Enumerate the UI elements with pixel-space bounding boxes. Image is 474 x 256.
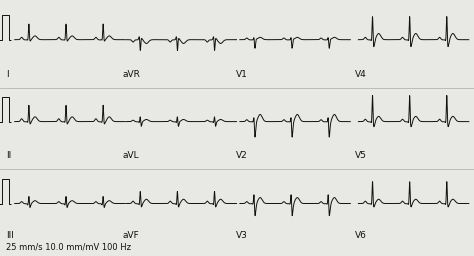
- Text: V6: V6: [355, 231, 366, 240]
- Text: V2: V2: [236, 151, 248, 160]
- Text: aVL: aVL: [122, 151, 139, 160]
- Text: V4: V4: [355, 70, 366, 79]
- Text: II: II: [6, 151, 11, 160]
- Text: aVR: aVR: [122, 70, 140, 79]
- Text: 25 mm/s 10.0 mm/mV 100 Hz: 25 mm/s 10.0 mm/mV 100 Hz: [6, 242, 131, 251]
- Text: III: III: [6, 231, 14, 240]
- Text: I: I: [6, 70, 9, 79]
- Text: V3: V3: [236, 231, 248, 240]
- Text: V1: V1: [236, 70, 248, 79]
- Text: aVF: aVF: [122, 231, 139, 240]
- Text: V5: V5: [355, 151, 366, 160]
